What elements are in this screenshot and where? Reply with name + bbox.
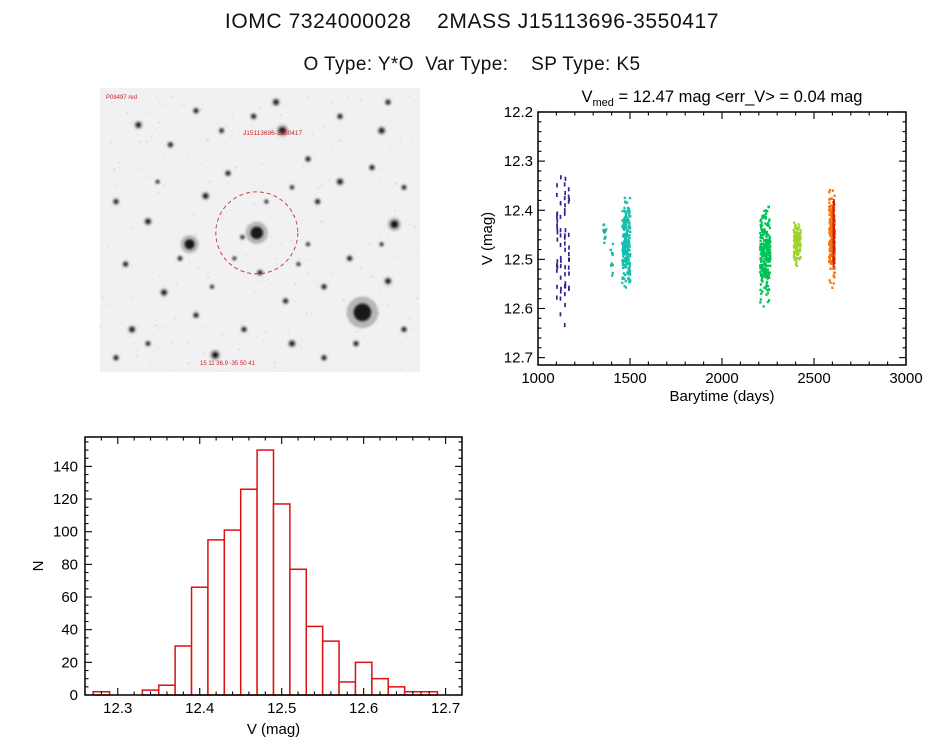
hist-x-tick-label: 12.3 <box>103 700 132 717</box>
lc-y-tick-label: 12.6 <box>504 301 533 318</box>
histogram-bar <box>289 568 308 696</box>
hist-y-tick-label: 20 <box>61 654 78 671</box>
hist-x-tick-label: 12.7 <box>431 700 460 717</box>
finder-chart-image: P08497 red J15113696-3550417 15 11 36.9 -3… <box>100 88 420 372</box>
finder-coords-label: 15 11 36.9 -35 50 41 <box>200 361 256 367</box>
finder-plate-label: P08497 red <box>106 95 137 101</box>
lc-y-axis-title: V (mag) <box>479 212 496 265</box>
lc-y-tick-label: 12.4 <box>504 202 533 219</box>
hist-x-axis-title: V (mag) <box>247 721 300 738</box>
lc-x-tick-label: 1500 <box>613 370 646 387</box>
hist-y-tick-label: 140 <box>53 458 78 475</box>
page-subtitle: O Type: Y*O Var Type: SP Type: K5 <box>303 54 641 75</box>
histogram-bar <box>256 449 275 696</box>
lc-y-tick-label: 12.3 <box>504 153 533 170</box>
lc-x-axis-title: Barytime (days) <box>669 388 774 405</box>
lc-title: Vmed = 12.47 mag <err_V> = 0.04 mag <box>581 88 862 109</box>
lc-x-tick-label: 2500 <box>797 370 830 387</box>
hist-y-tick-label: 120 <box>53 491 78 508</box>
page-title: IOMC 7324000028 2MASS J15113696-3550417 <box>224 10 720 33</box>
hist-x-tick-label: 12.5 <box>267 700 296 717</box>
lc-y-tick-label: 12.7 <box>504 350 533 367</box>
lc-y-tick-label: 12.5 <box>504 251 533 268</box>
hist-y-tick-label: 60 <box>61 589 78 606</box>
histogram-bar <box>272 503 291 696</box>
hist-y-tick-label: 80 <box>61 556 78 573</box>
lc-x-tick-label: 3000 <box>889 370 922 387</box>
hist-y-tick-label: 0 <box>70 687 78 704</box>
histogram-bar <box>305 625 324 696</box>
lc-x-tick-label: 2000 <box>705 370 738 387</box>
hist-y-tick-label: 100 <box>53 524 78 541</box>
lightcurve-plot: 1000 1500 2000 2500 3000 12.2 12.3 12.4 12.5 12.6… <box>479 88 923 405</box>
hist-y-axis-title: N <box>30 561 47 572</box>
histogram-bar <box>321 640 340 696</box>
histogram-bar <box>239 488 258 696</box>
lc-y-tick-label: 12.2 <box>504 104 533 121</box>
histogram-bar <box>174 645 193 696</box>
histogram-bar <box>190 586 209 696</box>
hist-y-tick-label: 40 <box>61 622 78 639</box>
finder-target-label: J15113696-3550417 <box>243 130 303 137</box>
hist-x-tick-label: 12.6 <box>349 700 378 717</box>
hist-x-tick-label: 12.4 <box>185 700 214 717</box>
lc-x-tick-label: 1000 <box>521 370 554 387</box>
histogram-bar <box>207 539 226 696</box>
target-marker-circle <box>215 191 299 275</box>
histogram-bar <box>223 529 242 696</box>
histogram-plot: 12.3 12.4 12.5 12.6 12.7 0 20 40 60 80 100 120 140 V … <box>30 436 463 738</box>
